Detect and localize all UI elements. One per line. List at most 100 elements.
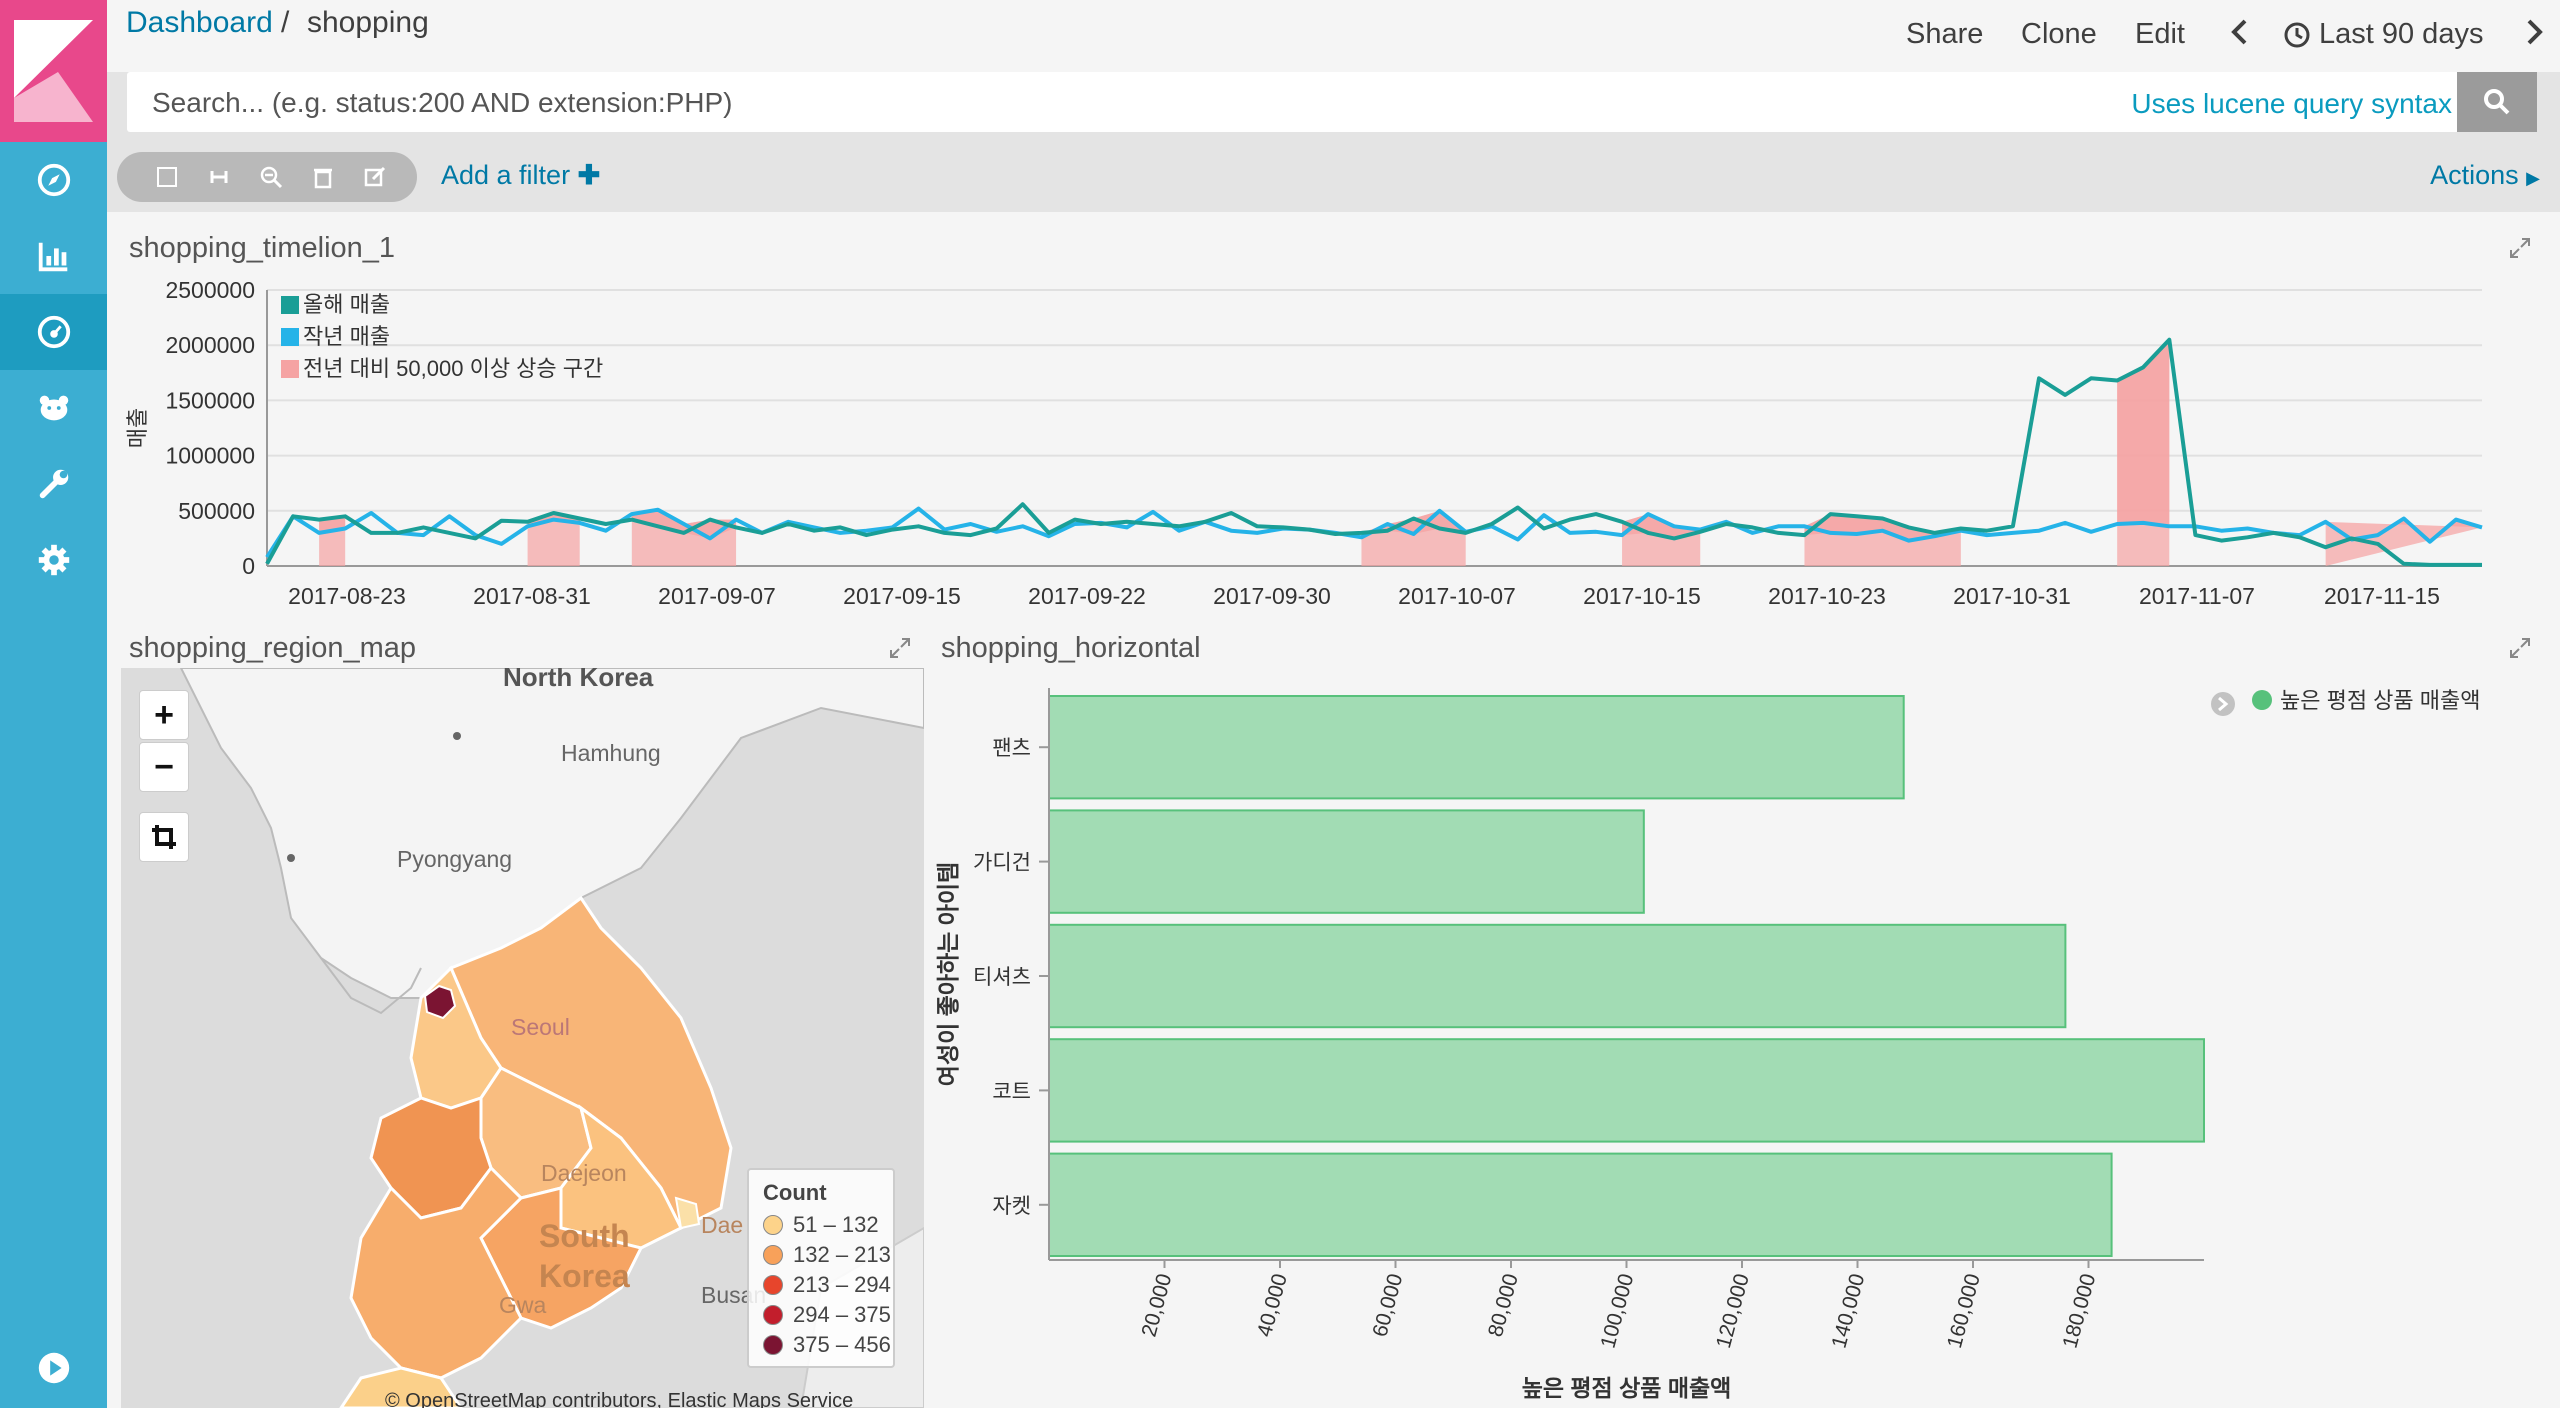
map-label-daejeon: Daejeon bbox=[541, 1160, 627, 1186]
visualize-nav[interactable] bbox=[0, 218, 107, 294]
x-tick-label: 20,000 bbox=[1137, 1271, 1176, 1339]
checkbox-icon[interactable] bbox=[155, 165, 179, 189]
timelion-legend-swatch bbox=[281, 360, 299, 378]
dashboard-gauge-icon bbox=[37, 315, 70, 349]
sidebar bbox=[0, 0, 107, 1408]
bar-chart-icon bbox=[38, 242, 67, 272]
timelion-x-tick: 2017-11-15 bbox=[2324, 583, 2440, 609]
map-legend-swatch bbox=[763, 1335, 783, 1355]
timelion-highlight-fill bbox=[527, 513, 580, 566]
legend-swatch bbox=[2252, 690, 2272, 710]
timelion-y-tick: 2000000 bbox=[165, 332, 255, 358]
time-picker-button[interactable]: Last 90 days bbox=[2283, 18, 2483, 51]
map-legend-swatch bbox=[763, 1305, 783, 1325]
timelion-x-tick: 2017-10-15 bbox=[1583, 583, 1701, 609]
search-button[interactable] bbox=[2457, 72, 2537, 132]
time-back-button[interactable] bbox=[2229, 18, 2249, 54]
map-attribution[interactable]: © OpenStreetMap contributors, Elastic Ma… bbox=[385, 1390, 854, 1408]
timelion-x-tick: 2017-10-07 bbox=[1398, 583, 1516, 609]
bar bbox=[1048, 695, 1905, 800]
search-placeholder: Search... (e.g. status:200 AND extension… bbox=[152, 87, 733, 118]
pin-icon[interactable] bbox=[207, 165, 231, 189]
fit-bounds-button[interactable] bbox=[139, 812, 189, 862]
collapse-nav[interactable] bbox=[0, 1330, 107, 1406]
timelion-legend-label: 작년 매출 bbox=[303, 324, 390, 349]
timelion-highlight-fill bbox=[1622, 514, 1701, 566]
timelion-highlight-fill bbox=[2117, 339, 2170, 566]
management-nav[interactable] bbox=[0, 522, 107, 598]
edit-button[interactable]: Edit bbox=[2135, 18, 2185, 50]
edit-icon[interactable] bbox=[363, 165, 387, 189]
time-forward-button[interactable] bbox=[2525, 18, 2545, 54]
actions-label: Actions bbox=[2430, 160, 2519, 190]
caret-right-icon: ▶ bbox=[2526, 168, 2540, 188]
bar bbox=[1048, 809, 1645, 914]
timelion-y-label: 매출 bbox=[125, 408, 150, 448]
clone-button[interactable]: Clone bbox=[2021, 18, 2097, 50]
map-label-pyongyang: Pyongyang bbox=[397, 846, 513, 872]
add-filter-link[interactable]: Add a filter ✚ bbox=[441, 160, 600, 191]
zoom-in-button[interactable]: + bbox=[139, 690, 189, 740]
region-map[interactable]: North Korea Hamhung Pyongyang Seoul Daej… bbox=[121, 668, 924, 1408]
map-legend-label: 51 – 132 bbox=[793, 1212, 879, 1237]
search-icon bbox=[2484, 89, 2510, 115]
map-legend-item: 213 – 294 bbox=[763, 1272, 891, 1298]
map-legend-item: 51 – 132 bbox=[763, 1212, 879, 1238]
expand-map-icon[interactable] bbox=[888, 636, 912, 660]
dev-tools-nav[interactable] bbox=[0, 446, 107, 522]
lucene-syntax-link[interactable]: Uses lucene query syntax bbox=[2131, 88, 2452, 119]
chevron-right-icon bbox=[2218, 696, 2229, 712]
map-legend-label: 375 – 456 bbox=[793, 1332, 891, 1357]
timelion-highlight-fill bbox=[1804, 514, 1961, 566]
top-nav: Dashboard / shopping Share Clone Edit La… bbox=[107, 0, 2560, 72]
legend-label: 높은 평점 상품 매출액 bbox=[2280, 688, 2481, 713]
timelion-highlight-fill bbox=[631, 509, 737, 566]
map-label-seoul: Seoul bbox=[511, 1014, 570, 1040]
region-map-title: shopping_region_map bbox=[129, 632, 416, 664]
zoom-out-button[interactable]: − bbox=[139, 742, 189, 792]
time-range-label: Last 90 days bbox=[2319, 18, 2484, 50]
discover-nav[interactable] bbox=[0, 142, 107, 218]
bear-icon bbox=[39, 395, 68, 421]
map-label-north-korea: North Korea bbox=[503, 668, 654, 692]
share-button[interactable]: Share bbox=[1906, 18, 1984, 50]
map-legend-title: Count bbox=[763, 1180, 827, 1205]
search-input[interactable]: Search... (e.g. status:200 AND extension… bbox=[127, 72, 2477, 132]
map-label-gwangju: Gwa bbox=[499, 1292, 547, 1318]
x-tick-label: 40,000 bbox=[1253, 1271, 1292, 1339]
map-label-korea: Korea bbox=[539, 1258, 630, 1294]
compass-icon bbox=[37, 163, 70, 197]
timelion-y-tick: 1000000 bbox=[165, 443, 255, 469]
map-legend-swatch bbox=[763, 1275, 783, 1295]
timelion-x-tick: 2017-09-07 bbox=[658, 583, 776, 609]
x-tick-label: 160,000 bbox=[1943, 1271, 1985, 1350]
expand-panel-icon[interactable] bbox=[2508, 236, 2532, 260]
x-axis-label: 높은 평점 상품 매출액 bbox=[1522, 1375, 1732, 1401]
timelion-legend-label: 전년 대비 50,000 이상 상승 구간 bbox=[303, 356, 603, 381]
timelion-x-tick: 2017-09-15 bbox=[843, 583, 961, 609]
expand-bar-panel-icon[interactable] bbox=[2508, 636, 2532, 660]
map-label-daegu: Dae bbox=[701, 1212, 744, 1238]
trash-icon[interactable] bbox=[311, 165, 335, 189]
category-label: 티셔츠 bbox=[973, 966, 1031, 989]
zoom-out-icon[interactable] bbox=[259, 165, 283, 189]
timelion-legend-label: 올해 매출 bbox=[303, 292, 390, 317]
bar bbox=[1048, 1152, 2113, 1258]
dashboard-nav[interactable] bbox=[0, 294, 107, 370]
map-legend-swatch bbox=[763, 1245, 783, 1265]
breadcrumb-dashboard[interactable]: Dashboard bbox=[126, 6, 273, 39]
bar bbox=[1048, 923, 2067, 1029]
timelion-highlight-fill bbox=[319, 516, 346, 566]
search-bar: Search... (e.g. status:200 AND extension… bbox=[107, 72, 2560, 140]
timelion-nav[interactable] bbox=[0, 370, 107, 446]
gear-icon bbox=[38, 544, 69, 576]
map-label-south: South bbox=[539, 1218, 630, 1254]
map-legend-label: 213 – 294 bbox=[793, 1272, 891, 1297]
bar bbox=[1048, 1038, 2205, 1143]
map-legend: Count 51 – 132 132 – 213 213 – 294 294 – 37… bbox=[747, 1168, 895, 1368]
timelion-chart[interactable]: 2500000 2000000 1500000 1000000 500000 0 매출 201… bbox=[107, 270, 2560, 610]
timelion-x-tick: 2017-09-22 bbox=[1028, 583, 1146, 609]
kibana-logo[interactable] bbox=[0, 0, 107, 142]
actions-menu[interactable]: Actions ▶ bbox=[2430, 160, 2540, 191]
